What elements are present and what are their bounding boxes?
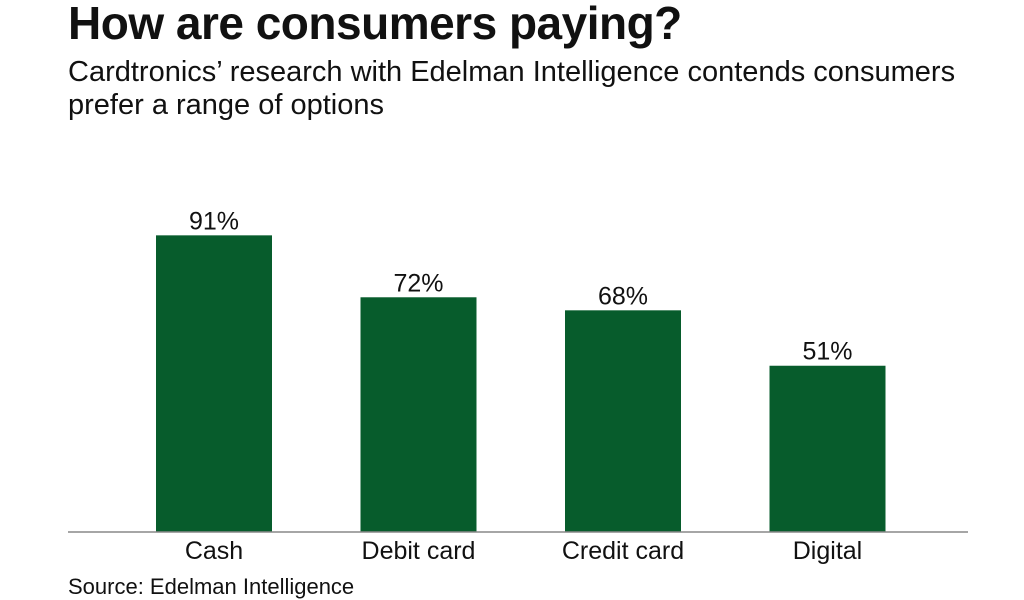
chart-title: How are consumers paying? [68, 0, 682, 49]
labels-layer: 91% Cash 72% Debit card 68% Credit card 51% Dig… [185, 207, 862, 565]
category-label-digital: Digital [793, 537, 862, 565]
value-label-cash: 91% [189, 207, 239, 235]
bar-debit-card [360, 297, 477, 532]
category-label-credit-card: Credit card [562, 537, 684, 565]
bar-cash [156, 235, 272, 532]
source-note: Source: Edelman Intelligence [68, 574, 355, 599]
category-label-cash: Cash [185, 537, 243, 565]
category-label-debit-card: Debit card [362, 537, 476, 565]
value-label-credit-card: 68% [598, 282, 648, 310]
chart-subtitle: Cardtronics’ research with Edelman Intel… [68, 56, 956, 121]
value-label-debit-card: 72% [393, 269, 443, 297]
bars-layer [156, 235, 886, 532]
bar-digital [769, 365, 886, 532]
value-label-digital: 51% [802, 338, 852, 366]
bar-credit-card [565, 310, 681, 532]
